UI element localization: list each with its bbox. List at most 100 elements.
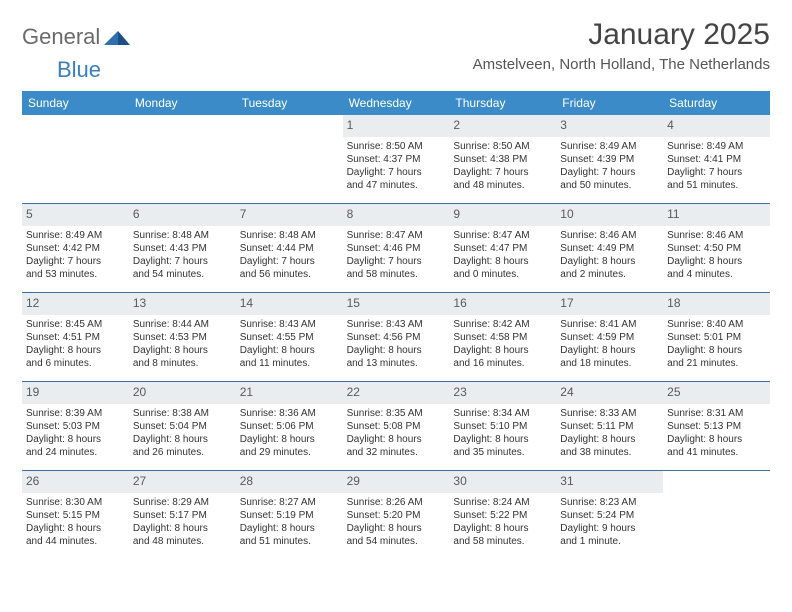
day-number: 24 [556,382,663,404]
sunset-line: Sunset: 5:11 PM [560,420,659,433]
day-number: 15 [343,293,450,315]
sunset-line: Sunset: 5:04 PM [133,420,232,433]
day-number: 10 [556,204,663,226]
daylight-line-2: and 32 minutes. [347,446,446,459]
day-number: 19 [22,382,129,404]
sunset-line: Sunset: 4:39 PM [560,153,659,166]
sunrise-line: Sunrise: 8:36 AM [240,407,339,420]
sunset-line: Sunset: 4:53 PM [133,331,232,344]
daylight-line: Daylight: 7 hours [347,255,446,268]
day-cell: 2Sunrise: 8:50 AMSunset: 4:38 PMDaylight… [449,115,556,201]
daylight-line: Daylight: 8 hours [560,344,659,357]
day-cell: 4Sunrise: 8:49 AMSunset: 4:41 PMDaylight… [663,115,770,201]
sunset-line: Sunset: 4:42 PM [26,242,125,255]
daylight-line-2: and 18 minutes. [560,357,659,370]
daylight-line: Daylight: 7 hours [347,166,446,179]
day-header: Saturday [663,91,770,115]
brand-part1: General [22,24,100,50]
day-cell: 11Sunrise: 8:46 AMSunset: 4:50 PMDayligh… [663,204,770,290]
daylight-line: Daylight: 8 hours [133,433,232,446]
daylight-line-2: and 6 minutes. [26,357,125,370]
brand-triangle-icon [104,27,130,47]
day-cell: 24Sunrise: 8:33 AMSunset: 5:11 PMDayligh… [556,382,663,468]
sunset-line: Sunset: 4:47 PM [453,242,552,255]
daylight-line: Daylight: 7 hours [453,166,552,179]
day-number: 6 [129,204,236,226]
sunrise-line: Sunrise: 8:43 AM [347,318,446,331]
daylight-line-2: and 4 minutes. [667,268,766,281]
sunrise-line: Sunrise: 8:38 AM [133,407,232,420]
sunrise-line: Sunrise: 8:42 AM [453,318,552,331]
daylight-line-2: and 1 minute. [560,535,659,548]
day-cell: 26Sunrise: 8:30 AMSunset: 5:15 PMDayligh… [22,471,129,557]
sunrise-line: Sunrise: 8:43 AM [240,318,339,331]
sunset-line: Sunset: 4:38 PM [453,153,552,166]
daylight-line: Daylight: 7 hours [560,166,659,179]
daylight-line-2: and 44 minutes. [26,535,125,548]
daylight-line-2: and 54 minutes. [347,535,446,548]
day-number: 8 [343,204,450,226]
daylight-line: Daylight: 8 hours [453,433,552,446]
day-cell-blank [663,471,770,557]
day-cell: 6Sunrise: 8:48 AMSunset: 4:43 PMDaylight… [129,204,236,290]
sunset-line: Sunset: 4:44 PM [240,242,339,255]
daylight-line-2: and 48 minutes. [453,179,552,192]
day-cell: 15 Sunrise: 8:43 AMSunset: 4:56 PMDayligh… [343,293,450,379]
sunset-line: Sunset: 4:51 PM [26,331,125,344]
brand-logo: General [22,18,128,50]
day-header: Friday [556,91,663,115]
sunrise-line: Sunrise: 8:33 AM [560,407,659,420]
day-number: 11 [663,204,770,226]
sunset-line: Sunset: 4:43 PM [133,242,232,255]
sunrise-line: Sunrise: 8:48 AM [240,229,339,242]
daylight-line-2: and 47 minutes. [347,179,446,192]
day-cell: 14Sunrise: 8:43 AMSunset: 4:55 PMDayligh… [236,293,343,379]
sunset-line: Sunset: 4:56 PM [347,331,446,344]
day-number: 28 [236,471,343,493]
sunset-line: Sunset: 5:13 PM [667,420,766,433]
day-cell: 21Sunrise: 8:36 AMSunset: 5:06 PMDayligh… [236,382,343,468]
day-number: 7 [236,204,343,226]
sunset-line: Sunset: 5:22 PM [453,509,552,522]
day-number: 21 [236,382,343,404]
sunrise-line: Sunrise: 8:27 AM [240,496,339,509]
day-number: 12 [22,293,129,315]
daylight-line: Daylight: 8 hours [667,255,766,268]
sunrise-line: Sunrise: 8:39 AM [26,407,125,420]
day-number: 9 [449,204,556,226]
sunrise-line: Sunrise: 8:23 AM [560,496,659,509]
daylight-line: Daylight: 8 hours [347,344,446,357]
sunset-line: Sunset: 5:17 PM [133,509,232,522]
daylight-line: Daylight: 8 hours [240,344,339,357]
daylight-line-2: and 38 minutes. [560,446,659,459]
daylight-line-2: and 29 minutes. [240,446,339,459]
day-cell: 25Sunrise: 8:31 AMSunset: 5:13 PMDayligh… [663,382,770,468]
day-cell: 27Sunrise: 8:29 AMSunset: 5:17 PMDayligh… [129,471,236,557]
daylight-line-2: and 53 minutes. [26,268,125,281]
daylight-line: Daylight: 8 hours [347,522,446,535]
day-number: 23 [449,382,556,404]
day-cell: 1Sunrise: 8:50 AMSunset: 4:37 PMDaylight… [343,115,450,201]
daylight-line-2: and 24 minutes. [26,446,125,459]
sunset-line: Sunset: 4:37 PM [347,153,446,166]
day-number: 20 [129,382,236,404]
day-header: Sunday [22,91,129,115]
daylight-line-2: and 51 minutes. [240,535,339,548]
day-cell: 30Sunrise: 8:24 AMSunset: 5:22 PMDayligh… [449,471,556,557]
daylight-line-2: and 58 minutes. [453,535,552,548]
daylight-line-2: and 54 minutes. [133,268,232,281]
day-header: Monday [129,91,236,115]
day-cell: 23Sunrise: 8:34 AMSunset: 5:10 PMDayligh… [449,382,556,468]
daylight-line-2: and 50 minutes. [560,179,659,192]
sunrise-line: Sunrise: 8:46 AM [560,229,659,242]
day-cell: 12Sunrise: 8:45 AMSunset: 4:51 PMDayligh… [22,293,129,379]
daylight-line-2: and 2 minutes. [560,268,659,281]
sunrise-line: Sunrise: 8:49 AM [667,140,766,153]
daylight-line: Daylight: 8 hours [347,433,446,446]
sunset-line: Sunset: 4:55 PM [240,331,339,344]
day-number: 3 [556,115,663,137]
day-number: 18 [663,293,770,315]
daylight-line: Daylight: 8 hours [26,433,125,446]
sunrise-line: Sunrise: 8:26 AM [347,496,446,509]
day-number: 4 [663,115,770,137]
